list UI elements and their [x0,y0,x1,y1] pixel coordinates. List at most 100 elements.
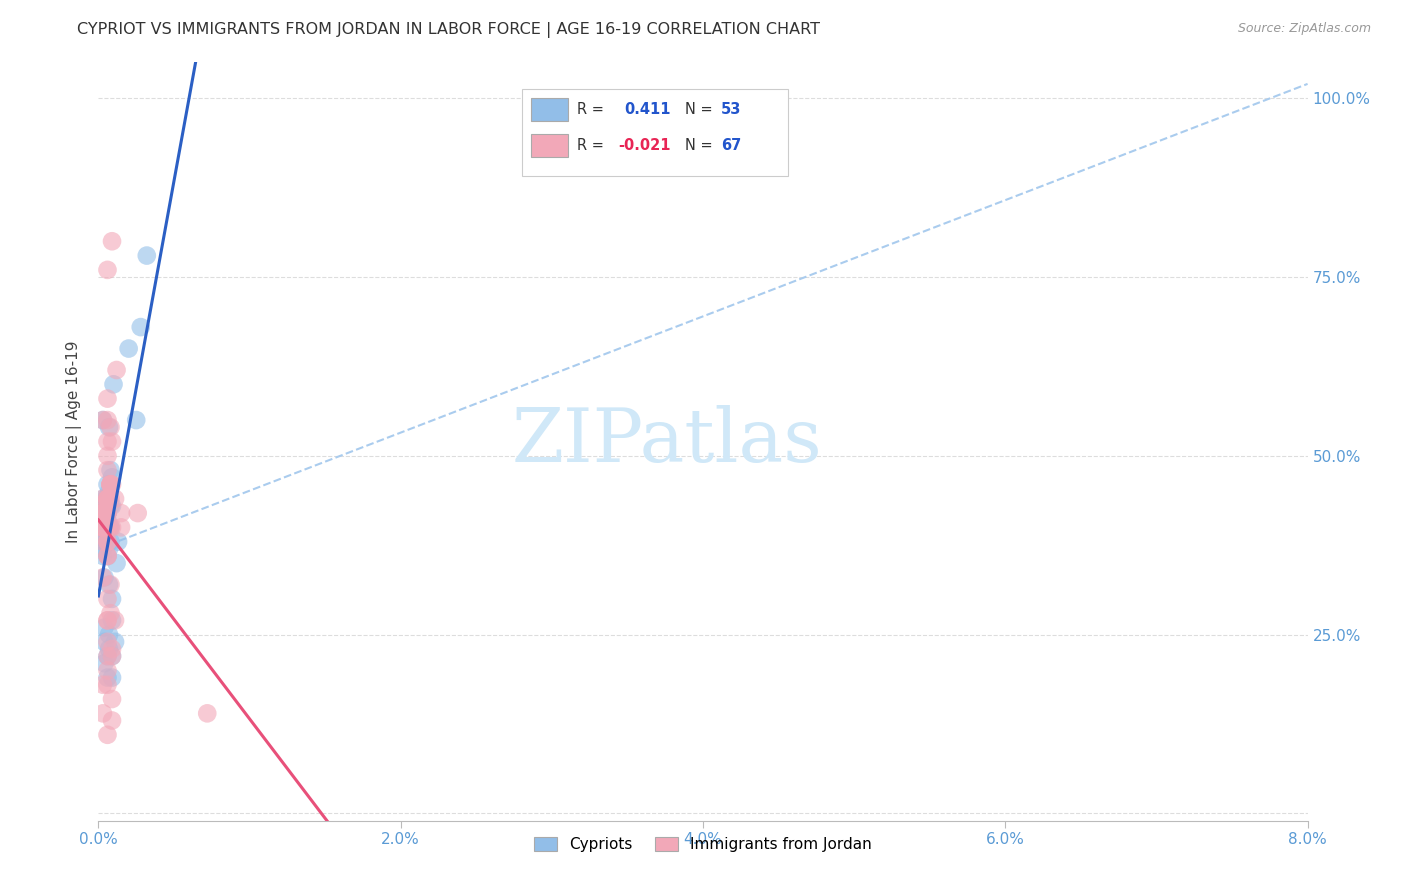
Point [96,449,118,463]
Point [100,606,122,620]
Text: 67: 67 [721,138,741,153]
Point [91,520,114,534]
Point [100,477,122,491]
Point [101,477,124,491]
Point [96,534,118,549]
Point [98,520,121,534]
Point [195,706,218,721]
Point [96,549,118,563]
Point [96,671,118,685]
Point [96,491,118,506]
Point [96,613,118,627]
Point [91,520,114,534]
Point [91,706,114,721]
Point [96,491,118,506]
Point [96,591,118,606]
Point [118,342,141,356]
Point [101,642,124,657]
Text: -0.021: -0.021 [619,138,671,153]
Point [96,520,118,534]
Point [96,413,118,427]
Point [93,620,115,634]
Point [91,570,114,584]
Point [93,635,115,649]
Text: ZIPatlas: ZIPatlas [512,405,823,478]
Point [91,491,114,506]
Point [96,649,118,664]
Point [93,520,115,534]
Point [96,506,118,520]
Point [100,463,122,477]
Point [96,520,118,534]
FancyBboxPatch shape [522,89,787,177]
Point [91,549,114,563]
Point [96,506,118,520]
Text: CYPRIOT VS IMMIGRANTS FROM JORDAN IN LABOR FORCE | AGE 16-19 CORRELATION CHART: CYPRIOT VS IMMIGRANTS FROM JORDAN IN LAB… [77,22,820,38]
Point [93,570,115,584]
Point [107,534,129,549]
Point [91,541,114,556]
Point [98,642,121,657]
Point [96,506,118,520]
Point [96,635,118,649]
Point [96,506,118,520]
Point [125,413,148,427]
Point [100,499,122,513]
Point [98,420,121,434]
Point [96,649,118,664]
Point [96,392,118,406]
Point [91,506,114,520]
Point [105,363,128,377]
Point [96,463,118,477]
Point [96,664,118,678]
Point [96,728,118,742]
Y-axis label: In Labor Force | Age 16-19: In Labor Force | Age 16-19 [66,340,83,543]
Point [100,477,122,491]
Text: N =: N = [685,102,717,117]
Point [91,534,114,549]
Point [91,491,114,506]
Point [90,506,112,520]
Point [96,477,118,491]
Text: 0.411: 0.411 [624,102,671,117]
Point [98,577,121,591]
Point [101,613,124,627]
Point [100,520,122,534]
Point [91,520,114,534]
Point [96,513,118,527]
Text: R =: R = [578,138,609,153]
Point [96,263,118,277]
Point [100,534,122,549]
Point [96,534,118,549]
Point [101,714,124,728]
Point [96,434,118,449]
Point [93,499,115,513]
Text: N =: N = [685,138,717,153]
Point [96,549,118,563]
Point [100,491,122,506]
Point [127,506,149,520]
Point [110,520,132,534]
Point [101,671,124,685]
Point [96,549,118,563]
Point [96,491,118,506]
Point [101,520,124,534]
Point [101,649,124,664]
Bar [531,135,568,157]
Point [104,491,127,506]
Point [93,506,115,520]
Point [103,377,125,392]
Point [110,506,132,520]
Legend: Cypriots, Immigrants from Jordan: Cypriots, Immigrants from Jordan [527,831,879,858]
Point [94,491,117,506]
Point [105,556,128,570]
Point [91,506,114,520]
Point [90,506,112,520]
Point [91,506,114,520]
Point [101,434,124,449]
Point [91,520,114,534]
Bar [531,98,568,120]
Point [104,613,127,627]
Point [100,420,122,434]
Text: Source: ZipAtlas.com: Source: ZipAtlas.com [1237,22,1371,36]
